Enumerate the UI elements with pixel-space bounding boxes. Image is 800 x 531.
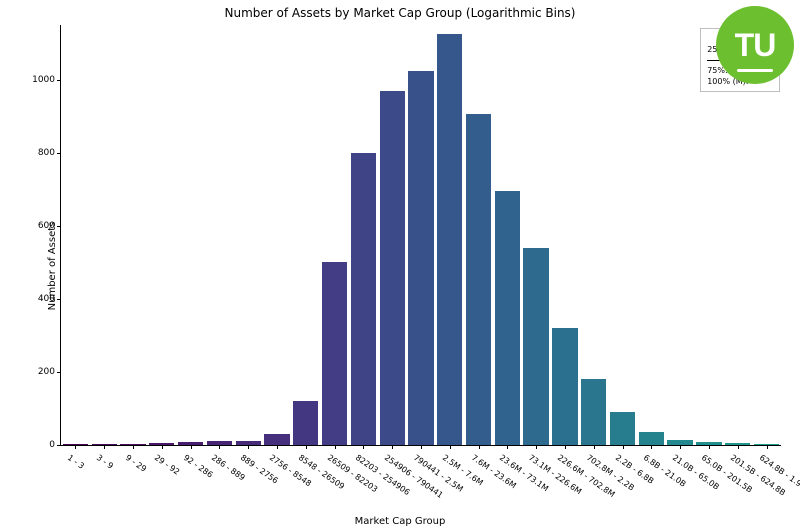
x-tick-mark [133,445,134,449]
bar [380,91,405,445]
y-tick: 800 [38,148,61,158]
bar-column: 2.5M - 7.6M [435,25,464,445]
x-tick-label: 3 - 9 [95,453,115,471]
bars-group: 1 - 33 - 99 - 2929 - 9292 - 286286 - 889… [61,25,781,445]
y-tick: 600 [38,221,61,231]
bar-column: 73.1M - 226.6M [522,25,551,445]
bar-column: 9 - 29 [119,25,148,445]
x-tick-label: 26509 - 82203 [325,453,378,494]
bar-column: 226.6M - 702.8M [551,25,580,445]
bar [581,379,606,445]
bar-column: 23.6M - 73.1M [493,25,522,445]
bar [495,191,520,445]
bar [293,401,318,445]
bar-column: 8548 - 26509 [291,25,320,445]
x-tick-mark [738,445,739,449]
bar [408,71,433,445]
bar [639,432,664,445]
tu-logo: TU [716,6,794,84]
x-tick-mark [450,445,451,449]
x-tick-mark [421,445,422,449]
bar-column: 7.6M - 23.6M [464,25,493,445]
x-tick-label: 65.0B - 201.5B [700,453,754,495]
bar-column: 29 - 92 [147,25,176,445]
plot-area: 1 - 33 - 99 - 2929 - 9292 - 286286 - 889… [60,25,781,446]
chart-container: Number of Assets by Market Cap Group (Lo… [0,0,800,531]
bar-column: 286 - 889 [205,25,234,445]
x-tick-mark [623,445,624,449]
bar [610,412,635,445]
x-tick-mark [392,445,393,449]
bar [466,114,491,445]
bar-column: 92 - 286 [176,25,205,445]
x-tick-label: 9 - 29 [124,453,148,474]
x-tick-mark [767,445,768,449]
x-tick-mark [306,445,307,449]
bar [523,248,548,445]
bar-column: 82203 - 254906 [349,25,378,445]
bar-column: 26509 - 82203 [320,25,349,445]
bar-column: 21.0B - 65.0B [666,25,695,445]
y-tick: 0 [49,440,61,450]
x-tick-mark [162,445,163,449]
x-axis-label: Market Cap Group [0,516,800,527]
y-tick: 1000 [32,75,61,85]
x-tick-mark [565,445,566,449]
bar-column: 1 - 3 [61,25,90,445]
chart-title: Number of Assets by Market Cap Group (Lo… [0,6,800,20]
x-tick-mark [536,445,537,449]
x-tick-mark [248,445,249,449]
y-tick: 200 [38,367,61,377]
x-tick-mark [363,445,364,449]
bar [322,262,347,445]
x-tick-mark [507,445,508,449]
x-tick-label: 29 - 92 [153,453,181,477]
bar-column: 702.8M - 2.2B [579,25,608,445]
bar-column: 2756 - 8548 [263,25,292,445]
x-tick-label: 23.6M - 73.1M [498,453,550,493]
x-tick-mark [594,445,595,449]
bar-column: 889 - 2756 [234,25,263,445]
x-tick-mark [479,445,480,449]
bar [437,34,462,445]
bar-column: 6.8B - 21.0B [637,25,666,445]
x-tick-label: 1 - 3 [66,453,86,471]
y-tick: 400 [38,294,61,304]
x-tick-mark [191,445,192,449]
x-tick-mark [680,445,681,449]
x-tick-mark [651,445,652,449]
bar [552,328,577,445]
x-tick-mark [709,445,710,449]
bar [351,153,376,445]
x-tick-mark [75,445,76,449]
bar-column: 790441 - 2.5M [407,25,436,445]
bar-column: 3 - 9 [90,25,119,445]
x-tick-mark [277,445,278,449]
bar-column: 2.2B - 6.8B [608,25,637,445]
x-tick-mark [104,445,105,449]
x-tick-label: 92 - 286 [181,453,214,480]
bar [264,434,289,445]
bar-column: 254906 - 790441 [378,25,407,445]
x-tick-mark [335,445,336,449]
x-tick-mark [219,445,220,449]
